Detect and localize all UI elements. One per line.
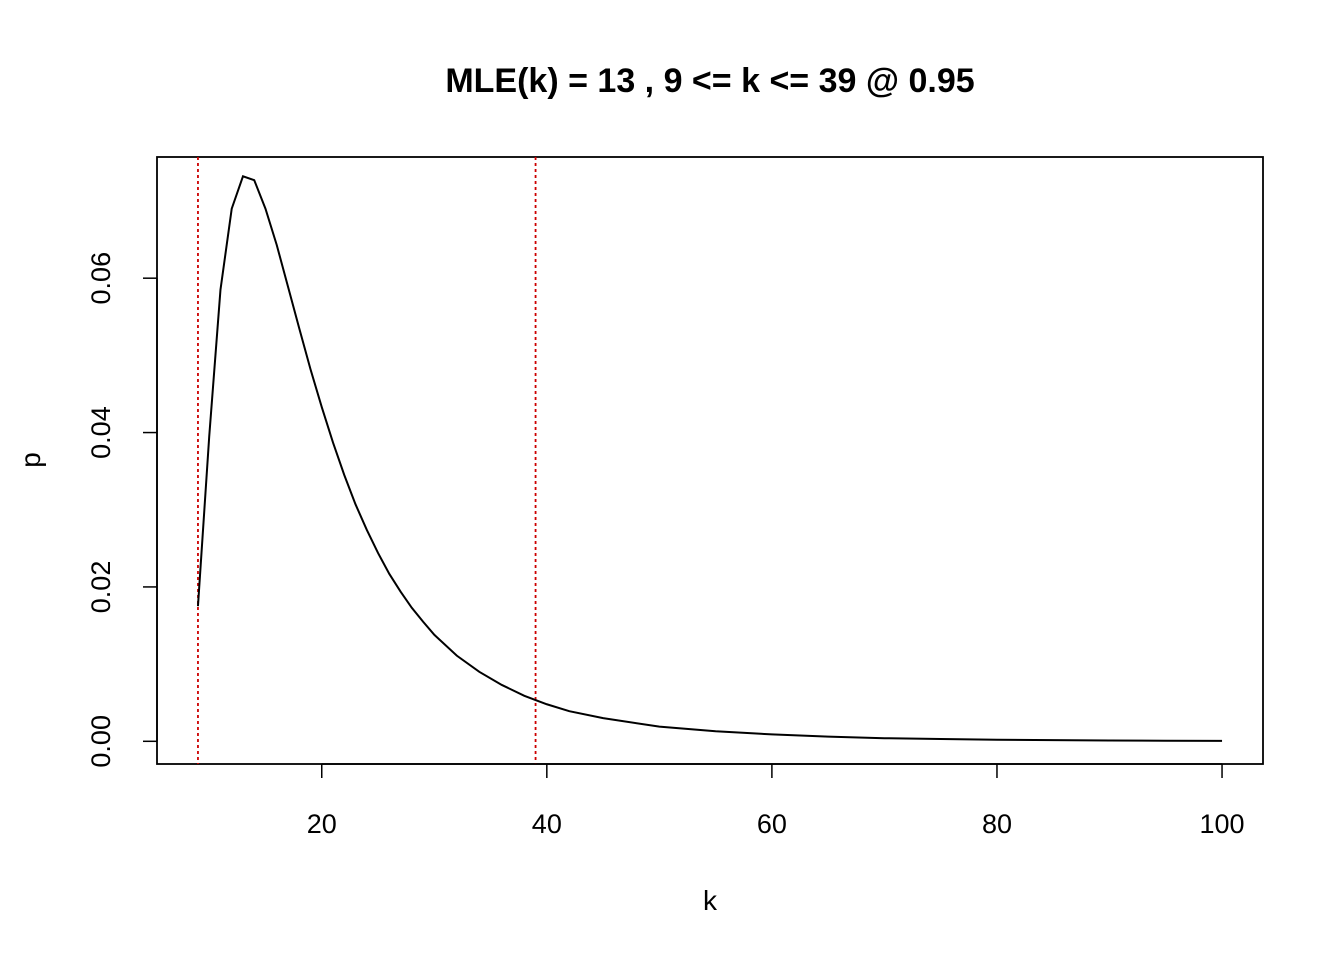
x-axis-label: k — [703, 885, 718, 916]
y-axis: 0.00 0.02 0.04 0.06 — [86, 252, 158, 768]
x-tick-label: 100 — [1200, 809, 1245, 839]
chart-title: MLE(k) = 13 , 9 <= k <= 39 @ 0.95 — [445, 62, 974, 100]
x-tick-label: 20 — [307, 809, 337, 839]
y-tick-label: 0.04 — [86, 406, 116, 459]
x-tick-label: 60 — [757, 809, 787, 839]
y-tick-label: 0.02 — [86, 561, 116, 614]
y-axis-label: p — [15, 452, 46, 468]
x-tick-label: 40 — [532, 809, 562, 839]
y-tick-label: 0.00 — [86, 715, 116, 768]
plot-frame — [156, 156, 1264, 765]
series-layer — [196, 175, 1223, 742]
y-tick-label: 0.06 — [86, 252, 116, 305]
series-line — [196, 175, 1223, 742]
ci-lines — [197, 157, 537, 764]
x-tick-label: 80 — [982, 809, 1012, 839]
x-axis: 20 40 60 80 100 — [307, 763, 1245, 839]
